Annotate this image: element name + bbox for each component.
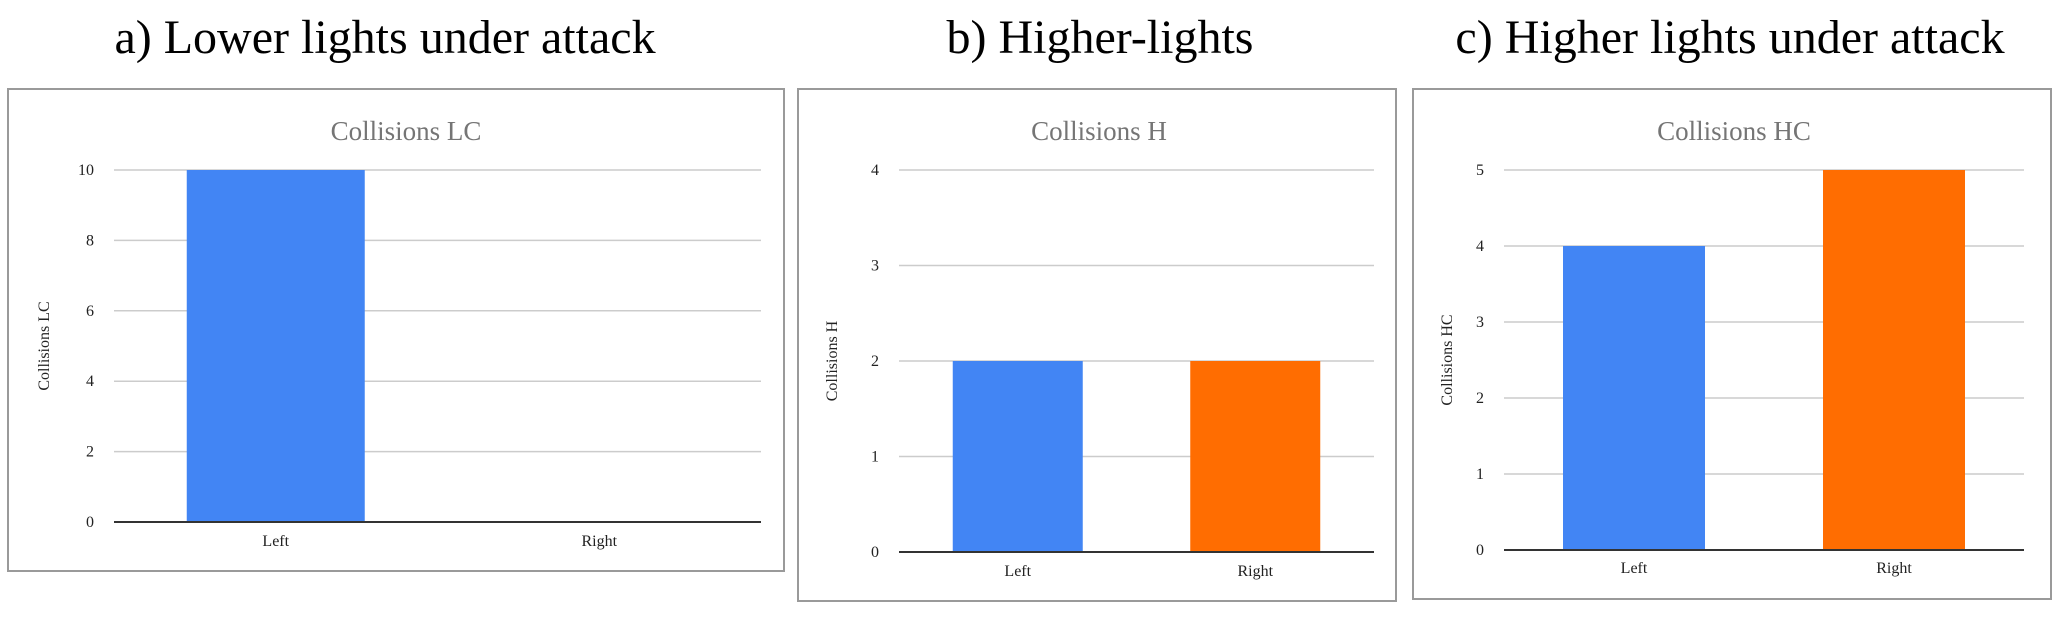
chart-c: Collisions HC 0 1 2 3 4 5 Collisions HC Left Righ… — [1439, 116, 2024, 577]
bar-left — [1563, 246, 1705, 550]
panel-a-caption: a) Lower lights under attack — [114, 11, 656, 64]
y-tick-label: 3 — [871, 258, 879, 275]
y-tick-label: 8 — [86, 232, 94, 249]
y-axis-label: Collisions LC — [36, 301, 53, 390]
chart-a: Collisions LC 0 2 4 6 8 10 Collisions LC Left Rig… — [36, 116, 761, 550]
y-tick-label: 1 — [1476, 466, 1484, 483]
y-tick-label: 6 — [86, 303, 94, 320]
panel-b-caption: b) Higher-lights — [946, 11, 1254, 64]
y-tick-label: 2 — [86, 444, 94, 461]
bar-right — [1823, 170, 1965, 550]
y-tick-label: 4 — [871, 162, 879, 179]
x-category-label: Right — [581, 533, 617, 550]
chart-title: Collisions LC — [331, 116, 482, 146]
y-axis-label: Collisions H — [824, 320, 841, 401]
chart-b-frame: Collisions H 0 1 2 3 4 Collisions H Left Right — [797, 88, 1397, 602]
y-tick-label: 4 — [86, 373, 94, 390]
y-tick-label: 2 — [1476, 390, 1484, 407]
x-category-label: Right — [1237, 563, 1273, 580]
bar-left — [952, 361, 1083, 552]
y-tick-label: 10 — [78, 162, 94, 179]
y-tick-label: 3 — [1476, 314, 1484, 331]
x-category-label: Left — [262, 533, 289, 550]
y-tick-label: 1 — [871, 449, 879, 466]
bar-right — [1190, 361, 1321, 552]
x-category-label: Right — [1876, 560, 1912, 577]
chart-b: Collisions H 0 1 2 3 4 Collisions H Left Right — [824, 116, 1374, 580]
y-axis-label: Collisions HC — [1439, 314, 1456, 405]
chart-title: Collisions H — [1031, 116, 1167, 146]
chart-a-frame: Collisions LC 0 2 4 6 8 10 Collisions LC Left Rig… — [7, 88, 785, 572]
chart-c-frame: Collisions HC 0 1 2 3 4 5 Collisions HC Left Righ… — [1412, 88, 2052, 600]
chart-title: Collisions HC — [1657, 116, 1811, 146]
x-category-label: Left — [1621, 560, 1648, 577]
y-tick-label: 5 — [1476, 162, 1484, 179]
y-tick-label: 4 — [1476, 238, 1484, 255]
y-tick-label: 0 — [871, 544, 879, 561]
y-tick-label: 2 — [871, 353, 879, 370]
panel-c-caption: c) Higher lights under attack — [1455, 11, 2005, 64]
x-category-label: Left — [1004, 563, 1031, 580]
bar-left — [186, 170, 365, 522]
y-tick-label: 0 — [86, 514, 94, 531]
y-tick-label: 0 — [1476, 542, 1484, 559]
